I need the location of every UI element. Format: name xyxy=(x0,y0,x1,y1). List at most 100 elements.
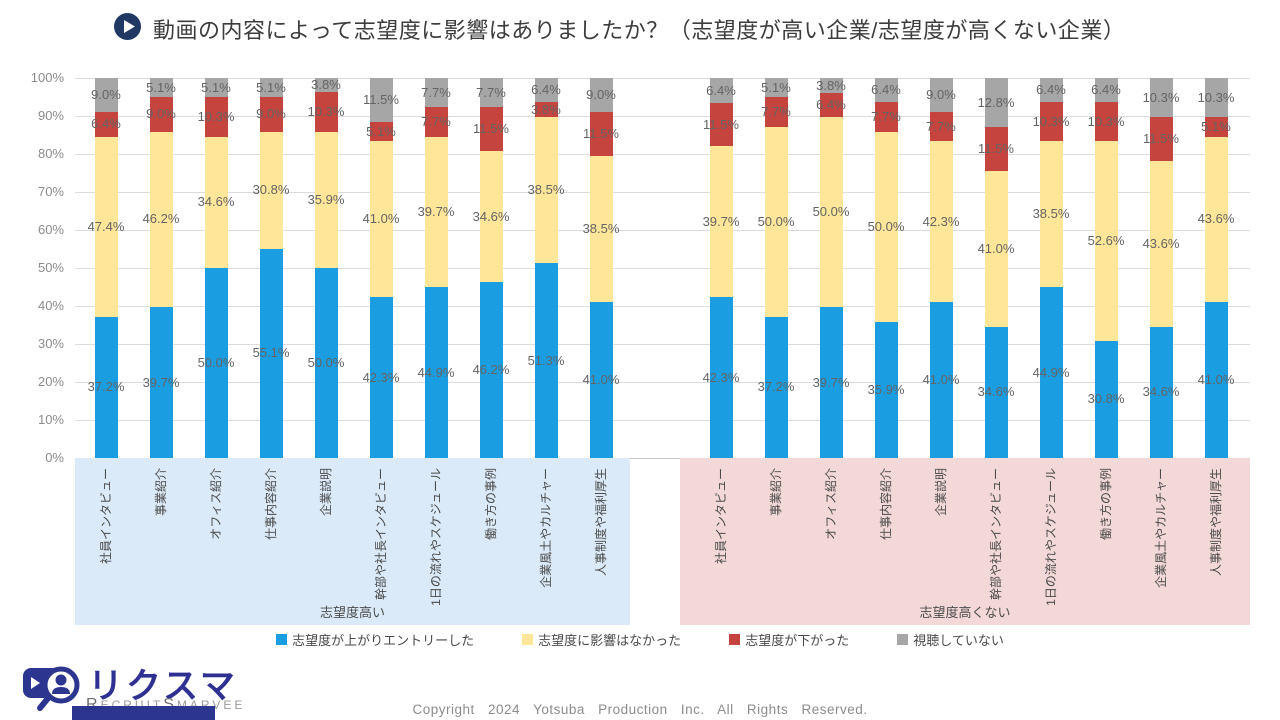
category-label: 企業風土やカルチャー xyxy=(1154,468,1168,588)
bar-segment xyxy=(424,287,448,458)
bar-segment xyxy=(314,78,338,93)
bar-value-label: 12.8% xyxy=(977,94,1015,110)
bar-segment xyxy=(929,78,953,113)
bar-value-label: 43.6% xyxy=(1197,211,1235,227)
y-axis-tick-label: 40% xyxy=(37,298,64,313)
legend-item-label: 志望度が上がりエントリーした xyxy=(292,633,475,648)
bar-value-label: 44.9% xyxy=(417,364,455,380)
bar-segment xyxy=(1149,160,1173,327)
bar-segment xyxy=(369,78,393,123)
bar-segment xyxy=(369,297,393,458)
bar-value-label: 47.4% xyxy=(87,218,125,234)
bar-segment xyxy=(1204,78,1228,118)
bar-segment xyxy=(259,248,283,458)
y-axis-tick-label: 0% xyxy=(45,450,64,465)
bar-value-label: 38.5% xyxy=(527,181,565,197)
bar-segment xyxy=(984,170,1008,327)
bar-value-label: 3.8% xyxy=(531,101,561,117)
bar-segment xyxy=(709,297,733,458)
bar-segment xyxy=(589,302,613,458)
bar-value-label: 5.1% xyxy=(366,123,396,139)
bar-value-label: 7.7% xyxy=(761,104,791,119)
y-axis-tick-label: 30% xyxy=(37,336,64,351)
bar-segment xyxy=(94,136,118,317)
bar-value-label: 7.7% xyxy=(871,108,901,124)
bar-value-label: 41.0% xyxy=(362,211,400,227)
bar-value-label: 6.4% xyxy=(91,116,121,132)
bar-value-label: 50.0% xyxy=(812,204,850,220)
bar-segment xyxy=(1039,101,1063,142)
logo-underline-bar xyxy=(72,706,215,720)
legend-item-label: 志望度に影響はなかった xyxy=(538,633,682,648)
bar-value-label: 39.7% xyxy=(702,213,740,229)
bar-segment xyxy=(204,136,228,268)
bar-segment xyxy=(149,131,173,308)
category-label: 人事制度や福利厚生 xyxy=(1209,468,1223,577)
bar-segment xyxy=(204,78,228,98)
bar-segment xyxy=(314,131,338,268)
bar-segment xyxy=(589,78,613,113)
bar-segment xyxy=(1094,77,1118,102)
bar-value-label: 7.7% xyxy=(476,84,506,100)
bar-value-label: 34.6% xyxy=(472,208,510,224)
bar-segment xyxy=(369,141,393,298)
video-camera-magnifier-person-icon xyxy=(23,666,80,711)
y-axis-tick-label: 50% xyxy=(37,260,64,275)
bar-segment xyxy=(1204,136,1228,303)
category-label: 人事制度や福利厚生 xyxy=(594,468,608,577)
bar-segment xyxy=(314,268,338,458)
bar-segment xyxy=(1039,141,1063,288)
bar-value-label: 5.1% xyxy=(1201,118,1231,134)
play-icon xyxy=(114,13,141,40)
y-axis-tick-label: 20% xyxy=(37,374,64,389)
bar-segment xyxy=(1204,117,1228,137)
bar-segment xyxy=(424,136,448,288)
bar-value-label: 10.3% xyxy=(1197,89,1235,105)
bar-segment xyxy=(984,78,1008,127)
bar-segment xyxy=(479,150,503,283)
y-axis-tick-label: 90% xyxy=(37,108,64,123)
bar-segment xyxy=(819,307,843,458)
bar-segment xyxy=(1039,77,1063,102)
bar-value-label: 51.3% xyxy=(527,352,565,368)
category-label: 仕事内容紹介 xyxy=(264,468,278,541)
bar-segment xyxy=(589,155,613,303)
gridline xyxy=(75,457,1250,459)
bar-segment xyxy=(314,92,338,132)
category-label: 1日の流れやスケジュール xyxy=(1044,468,1058,606)
gridline xyxy=(75,305,1250,307)
bar-segment xyxy=(929,141,953,303)
bar-segment xyxy=(764,126,788,317)
category-label: 事業紹介 xyxy=(154,468,168,517)
bar-value-label: 5.1% xyxy=(146,79,176,95)
bar-segment xyxy=(709,102,733,147)
bar-segment xyxy=(94,78,118,113)
bar-segment xyxy=(1204,302,1228,458)
bar-segment xyxy=(874,131,898,322)
bar-value-label: 43.6% xyxy=(1142,235,1180,251)
bar-value-label: 10.3% xyxy=(1142,89,1180,105)
bar-segment xyxy=(534,263,558,458)
bar-segment xyxy=(1094,101,1118,142)
chart-legend: 志望度が上がりエントリーした 志望度に影響はなかった 志望度が下がった 視聴していない xyxy=(0,630,1280,649)
bar-value-label: 6.4% xyxy=(1036,81,1066,97)
bar-value-label: 6.4% xyxy=(706,82,736,98)
bar-segment xyxy=(479,107,503,151)
category-label: オフィス紹介 xyxy=(824,468,838,540)
legend-swatch-icon xyxy=(276,634,288,645)
category-label: 企業説明 xyxy=(934,468,948,517)
gridline xyxy=(75,229,1250,231)
legend-swatch-icon xyxy=(897,634,909,645)
bar-segment xyxy=(259,78,283,98)
gridline xyxy=(75,343,1250,345)
bar-value-label: 52.6% xyxy=(1087,233,1125,249)
bar-value-label: 39.7% xyxy=(417,203,455,219)
y-axis-tick-label: 10% xyxy=(37,412,64,427)
category-label: 事業紹介 xyxy=(769,468,783,517)
bar-value-label: 6.4% xyxy=(531,82,561,98)
bar-segment xyxy=(1149,78,1173,118)
bar-value-label: 5.1% xyxy=(201,79,231,95)
bar-segment xyxy=(819,117,843,308)
bar-segment xyxy=(149,78,173,98)
category-label: 幹部や社長インタビュー xyxy=(374,468,388,601)
